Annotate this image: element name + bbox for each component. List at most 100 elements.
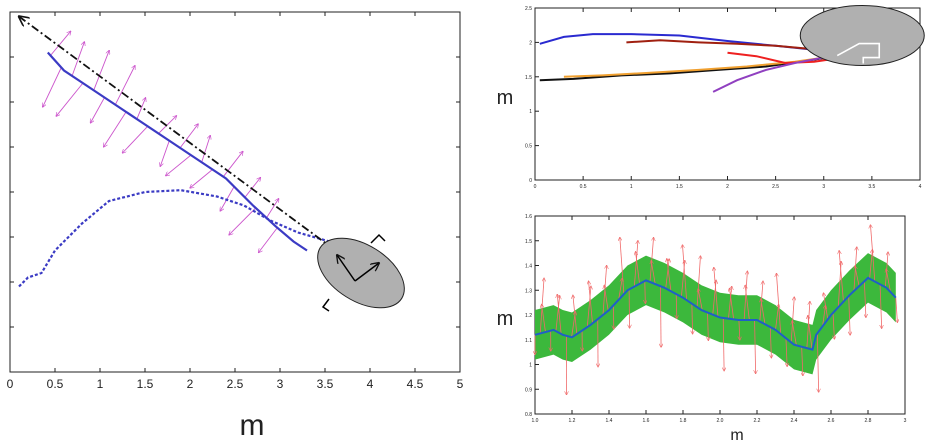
force-arrow [808, 315, 813, 350]
force-arrow [886, 269, 891, 293]
force-arrow [833, 312, 834, 339]
force-arrow [660, 286, 661, 347]
chart-bottom-right: 1.0 1.2 1.4 1.6 1.8 2.0 2.2 2.4 2.6 2.8 3 0.8 0.9 1 1.… [525, 214, 907, 424]
x-tick-label: 2.0 [717, 418, 724, 424]
left-x-axis-label: m [240, 409, 265, 441]
y-tick-label: 1 [529, 109, 532, 115]
x-tick-label: 1 [97, 377, 104, 391]
y-tick-label: 0.5 [525, 144, 532, 150]
y-tick-label: 2 [529, 40, 532, 46]
robot-marks [836, 42, 881, 64]
y-tick-label: 1.3 [525, 288, 532, 294]
confidence-band [535, 253, 896, 375]
force-arrow [817, 333, 818, 392]
force-arrow [880, 284, 882, 328]
x-tick-label: 3.5 [317, 377, 334, 391]
force-arrow [166, 154, 192, 176]
x-tick-label: 0.5 [580, 184, 587, 190]
force-arrow [573, 295, 578, 335]
series-line-5 [712, 56, 824, 93]
plot-frame [9, 11, 461, 373]
force-arrow [604, 285, 609, 311]
force-arrow [620, 237, 625, 295]
force-arrow [190, 169, 213, 189]
force-arrow [71, 42, 84, 77]
x-tick-label: 1.6 [643, 418, 650, 424]
y-tick-label: 1.6 [525, 214, 532, 220]
x-tick-label: 2.5 [227, 377, 244, 391]
x-tick-label: 3 [904, 418, 907, 424]
series-line-0 [46, 51, 308, 252]
force-arrow [745, 285, 750, 320]
force-arrow [806, 301, 810, 349]
series-line-0 [534, 276, 897, 351]
force-arrow [43, 67, 62, 108]
robot-axis-arrow [354, 263, 379, 282]
x-tick-label: 4.5 [407, 377, 424, 391]
x-tick-label: 1 [630, 184, 633, 190]
x-tick-label: 2.6 [828, 418, 835, 424]
force-arrow [739, 319, 740, 340]
force-arrow [869, 249, 873, 279]
force-arrow [696, 256, 700, 308]
force-arrow [645, 280, 646, 303]
force-arrow [56, 82, 84, 116]
force-arrow [114, 66, 135, 105]
force-arrow [201, 135, 211, 163]
force-arrow [160, 140, 170, 167]
y-tick-label: 1.1 [525, 338, 532, 344]
force-arrow [244, 177, 261, 198]
force-arrow [50, 31, 71, 56]
x-tick-label: 2 [726, 184, 729, 190]
force-arrow [222, 151, 243, 177]
chart-left: 0 0.5 1 1.5 2 2.5 3 3.5 4 4.5 5 [7, 11, 464, 391]
force-arrow [651, 261, 656, 285]
force-arrow [822, 305, 826, 327]
force-arrow [896, 297, 898, 323]
force-arrow [723, 317, 724, 371]
force-arrow [635, 252, 640, 284]
x-tick-label: 1.4 [606, 418, 613, 424]
force-arrow [93, 50, 110, 91]
force-arrow [802, 346, 803, 376]
x-tick-label: 0 [7, 377, 14, 391]
force-arrow [542, 304, 546, 333]
top-right-y-axis-label: m [497, 87, 514, 109]
force-arrow [714, 267, 719, 317]
x-tick-label: 3 [277, 377, 284, 391]
force-arrow [676, 294, 677, 319]
force-arrow [776, 273, 782, 335]
x-tick-label: 2.5 [772, 184, 779, 190]
bottom-right-y-axis-label: m [497, 308, 514, 330]
x-tick-label: 0.5 [47, 377, 64, 391]
x-tick-label: 4 [919, 184, 922, 190]
force-arrow [755, 319, 756, 374]
robot-wheel-marks [321, 233, 386, 312]
x-tick-label: 2.2 [754, 418, 761, 424]
x-tick-label: 2.8 [865, 418, 872, 424]
force-arrow [708, 312, 709, 340]
force-arrow [158, 116, 177, 134]
force-arrow [555, 296, 560, 332]
x-tick-label: 4 [367, 377, 374, 391]
y-tick-label: 1.4 [525, 264, 532, 270]
force-arrow [557, 294, 562, 334]
x-tick-label: 1.5 [137, 377, 154, 391]
y-tick-label: 1 [529, 363, 532, 369]
force-arrow [855, 266, 860, 287]
y-tick-label: 2.5 [525, 6, 532, 12]
force-arrow [104, 111, 127, 147]
force-arrow [870, 225, 876, 282]
force-arrow [682, 245, 688, 301]
force-arrow [665, 259, 669, 289]
force-arrow [122, 125, 149, 153]
bottom-right-x-axis-label: m [730, 427, 743, 441]
robot-ellipse [799, 5, 925, 67]
x-tick-label: 2.4 [791, 418, 798, 424]
x-tick-label: 3.5 [868, 184, 875, 190]
force-arrow [266, 199, 279, 219]
y-tick-label: 1.5 [525, 239, 532, 245]
x-tick-label: 1.2 [569, 418, 576, 424]
force-arrow [770, 327, 771, 358]
force-arrow [775, 304, 779, 330]
